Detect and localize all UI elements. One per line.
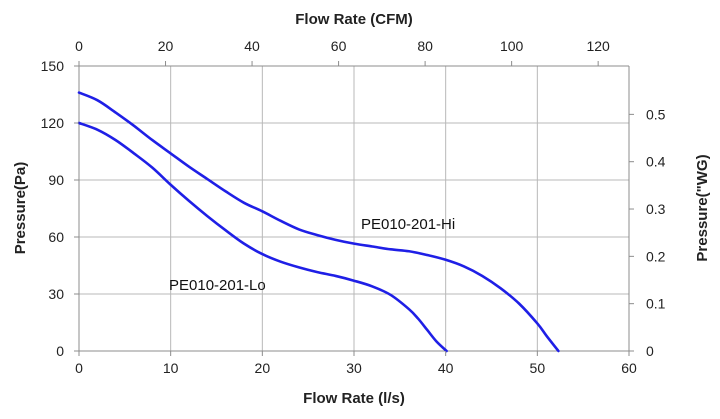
left-tick-label: 120 xyxy=(41,115,65,131)
series-label-lo: PE010-201-Lo xyxy=(169,277,266,294)
bottom-tick-label: 30 xyxy=(346,360,362,376)
left-tick-label: 150 xyxy=(41,58,65,74)
right-axis-title: Pressure("WG) xyxy=(694,154,711,261)
right-tick-label: 0.2 xyxy=(646,248,666,264)
bottom-tick-label: 40 xyxy=(438,360,454,376)
series-line-hi xyxy=(77,91,560,353)
series-layer xyxy=(77,91,560,353)
right-tick-label: 0.5 xyxy=(646,106,666,122)
left-axis-title: Pressure(Pa) xyxy=(12,162,29,255)
bottom-tick-label: 0 xyxy=(75,360,83,376)
tick-label-layer: 0 10 20 30 40 50 60 0 20 40 60 80 100 120 0 30 60 90 120 15… xyxy=(41,38,666,376)
left-tick-label: 60 xyxy=(48,229,64,245)
top-tick-label: 0 xyxy=(75,38,83,54)
bottom-tick-label: 50 xyxy=(530,360,546,376)
grid-layer xyxy=(79,66,629,351)
left-tick-label: 0 xyxy=(56,343,64,359)
series-line-lo xyxy=(77,121,448,353)
bottom-tick-label: 10 xyxy=(163,360,179,376)
right-tick-label: 0.4 xyxy=(646,154,666,170)
left-tick-label: 30 xyxy=(48,286,64,302)
top-tick-label: 40 xyxy=(244,38,260,54)
series-label-hi: PE010-201-Hi xyxy=(361,216,455,233)
left-tick-label: 90 xyxy=(48,172,64,188)
top-axis-title: Flow Rate (CFM) xyxy=(295,11,413,28)
right-tick-label: 0.3 xyxy=(646,201,666,217)
right-tick-label: 0.1 xyxy=(646,296,666,312)
top-tick-label: 80 xyxy=(417,38,433,54)
top-tick-label: 60 xyxy=(331,38,347,54)
top-tick-label: 20 xyxy=(158,38,174,54)
bottom-tick-label: 60 xyxy=(621,360,637,376)
top-tick-label: 120 xyxy=(586,38,610,54)
right-tick-label: 0 xyxy=(646,343,654,359)
bottom-axis-title: Flow Rate (l/s) xyxy=(303,390,405,407)
top-tick-label: 100 xyxy=(500,38,524,54)
bottom-tick-label: 20 xyxy=(255,360,271,376)
